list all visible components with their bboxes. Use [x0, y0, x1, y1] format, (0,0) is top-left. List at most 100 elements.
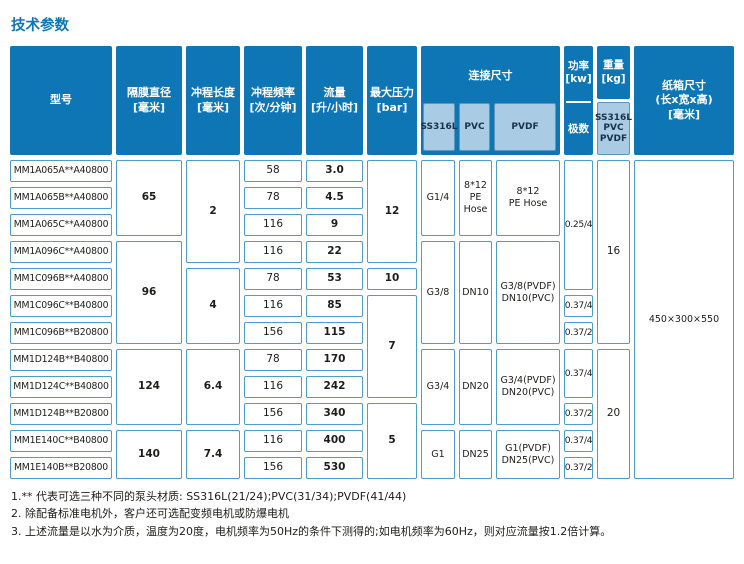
- col-header-pressure-label: 最大压力: [370, 86, 414, 100]
- connection-ss316l-cell: G3/8: [421, 241, 455, 344]
- diameter-cell: 124: [116, 349, 182, 425]
- col-header-frequency: 冲程频率 [次/分钟]: [244, 46, 302, 155]
- connection-pvdf-cell: G3/8(PVDF) DN10(PVC): [496, 241, 560, 344]
- frequency-cell: 58: [244, 160, 302, 182]
- stroke-cell: 7.4: [186, 430, 240, 479]
- power-cell: 0.25/4: [564, 160, 593, 290]
- col-header-frequency-label: 冲程频率: [251, 86, 295, 100]
- frequency-cell: 78: [244, 349, 302, 371]
- frequency-cell: 116: [244, 376, 302, 398]
- model-cell: MM1C096C**B40800: [10, 295, 112, 317]
- col-header-carton-label: 纸箱尺寸 (长x宽x高) [毫米]: [655, 79, 713, 121]
- model-cell: MM1E140C**B40800: [10, 430, 112, 452]
- subheader-pvdf: PVDF: [494, 103, 556, 151]
- flow-cell: 242: [306, 376, 363, 398]
- flow-cell: 530: [306, 457, 363, 479]
- model-cell: MM1D124B**B40800: [10, 349, 112, 371]
- col-header-pressure: 最大压力 [bar]: [367, 46, 417, 155]
- frequency-cell: 78: [244, 187, 302, 209]
- flow-cell: 400: [306, 430, 363, 452]
- power-header-top: 功率 [kw]: [564, 46, 593, 101]
- connection-pvdf-cell: G1(PVDF) DN25(PVC): [496, 430, 560, 479]
- frequency-cell: 156: [244, 403, 302, 425]
- technical-parameters-table: 型号 隔膜直径 [毫米] 冲程长度 [毫米] 冲程频率 [次/分钟] 流量 [升…: [10, 46, 734, 479]
- stroke-cell: 2: [186, 160, 240, 263]
- model-cell: MM1A096C**A40800: [10, 241, 112, 263]
- stroke-cell: 6.4: [186, 349, 240, 425]
- col-header-flow-unit: [升/小时]: [310, 100, 359, 114]
- col-header-diameter-unit: [毫米]: [132, 100, 166, 114]
- col-header-frequency-unit: [次/分钟]: [249, 100, 297, 114]
- col-header-model-label: 型号: [50, 93, 72, 107]
- col-header-power-unit: [kw]: [565, 73, 592, 86]
- flow-cell: 340: [306, 403, 363, 425]
- col-header-diameter: 隔膜直径 [毫米]: [116, 46, 182, 155]
- connection-pvc-cell: DN20: [459, 349, 492, 425]
- col-header-carton: 纸箱尺寸 (长x宽x高) [毫米]: [634, 46, 734, 155]
- power-cell: 0.37/4: [564, 430, 593, 452]
- footnote-1: 1.** 代表可选三种不同的泵头材质: SS316L(21/24);PVC(31…: [11, 490, 407, 503]
- footnotes: 1.** 代表可选三种不同的泵头材质: SS316L(21/24);PVC(31…: [11, 488, 734, 540]
- power-header-divider: [566, 100, 591, 103]
- connection-ss316l-cell: G3/4: [421, 349, 455, 425]
- pressure-cell: 7: [367, 295, 417, 398]
- weight-cell: 20: [597, 349, 630, 479]
- weight-cell: 16: [597, 160, 630, 344]
- connection-pvc-cell: DN25: [459, 430, 492, 479]
- subheader-ss316l: SS316L: [420, 103, 458, 151]
- subheader-poles: 极数: [568, 123, 589, 136]
- col-header-flow: 流量 [升/小时]: [306, 46, 363, 155]
- col-header-diameter-label: 隔膜直径: [127, 86, 171, 100]
- connection-ss316l-cell: G1/4: [421, 160, 455, 236]
- diameter-cell: 140: [116, 430, 182, 479]
- col-header-power: 功率 [kw] 极数: [564, 46, 593, 155]
- pressure-cell: 12: [367, 160, 417, 263]
- diameter-cell: 96: [116, 241, 182, 344]
- col-header-weight-label: 重量: [603, 59, 624, 72]
- frequency-cell: 78: [244, 268, 302, 290]
- weight-header-top: 重量 [kg]: [597, 46, 630, 99]
- col-header-weight-unit: [kg]: [601, 72, 626, 85]
- model-cell: MM1D124B**B20800: [10, 403, 112, 425]
- footnote-3: 3. 上述流量是以水为介质，温度为20度，电机频率为50Hz的条件下测得的;如电…: [11, 524, 612, 538]
- connection-pvdf-cell: 8*12 PE Hose: [496, 160, 560, 236]
- power-cell: 0.37/2: [564, 403, 593, 425]
- power-cell: 0.37/2: [564, 322, 593, 344]
- flow-cell: 170: [306, 349, 363, 371]
- connection-pvdf-cell: G3/4(PVDF) DN20(PVC): [496, 349, 560, 425]
- col-header-stroke-label: 冲程长度: [191, 86, 235, 100]
- frequency-cell: 116: [244, 295, 302, 317]
- spec-sheet-page: 技术参数 型号 隔膜直径 [毫米] 冲程长度 [毫米] 冲程频率 [次/分钟] …: [10, 18, 734, 540]
- flow-cell: 4.5: [306, 187, 363, 209]
- flow-cell: 9: [306, 214, 363, 236]
- frequency-cell: 116: [244, 430, 302, 452]
- col-header-pressure-unit: [bar]: [376, 100, 408, 114]
- connection-subheaders: SS316L PVC PVDF: [420, 103, 560, 155]
- subheader-pvc: PVC: [459, 103, 490, 151]
- pressure-cell: 10: [367, 268, 417, 290]
- frequency-cell: 156: [244, 322, 302, 344]
- col-header-connection-label: 连接尺寸: [468, 68, 513, 82]
- col-header-weight: 重量 [kg] SS316L PVC PVDF: [595, 46, 632, 155]
- model-cell: MM1A065C**A40800: [10, 214, 112, 236]
- connection-pvc-cell: DN10: [459, 241, 492, 344]
- subheader-weight-materials: SS316L PVC PVDF: [595, 102, 632, 155]
- flow-cell: 53: [306, 268, 363, 290]
- flow-cell: 85: [306, 295, 363, 317]
- carton-size-cell: 450×300×550: [634, 160, 734, 479]
- stroke-cell: 4: [186, 268, 240, 344]
- col-header-stroke-unit: [毫米]: [196, 100, 230, 114]
- frequency-cell: 156: [244, 457, 302, 479]
- model-cell: MM1D124C**B40800: [10, 376, 112, 398]
- col-header-stroke: 冲程长度 [毫米]: [186, 46, 240, 155]
- flow-cell: 3.0: [306, 160, 363, 182]
- col-header-power-label: 功率: [568, 60, 589, 73]
- col-header-flow-label: 流量: [323, 86, 346, 100]
- model-cell: MM1E140B**B20800: [10, 457, 112, 479]
- connection-ss316l-cell: G1: [421, 430, 455, 479]
- connection-pvc-cell: 8*12 PE Hose: [459, 160, 492, 236]
- power-cell: 0.37/2: [564, 457, 593, 479]
- power-cell: 0.37/4: [564, 349, 593, 398]
- frequency-cell: 116: [244, 214, 302, 236]
- model-cell: MM1C096B**B20800: [10, 322, 112, 344]
